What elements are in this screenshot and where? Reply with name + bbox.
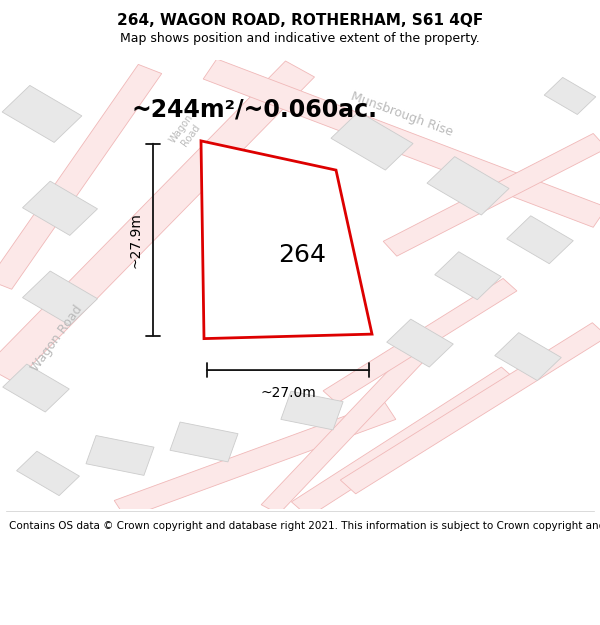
Polygon shape xyxy=(203,59,600,228)
Polygon shape xyxy=(2,86,82,142)
Polygon shape xyxy=(435,252,501,299)
Polygon shape xyxy=(170,422,238,462)
Polygon shape xyxy=(215,204,289,258)
Text: 264: 264 xyxy=(278,243,326,267)
Polygon shape xyxy=(23,181,97,236)
Text: Wagon Road: Wagon Road xyxy=(29,303,85,374)
Polygon shape xyxy=(3,364,69,412)
Polygon shape xyxy=(261,334,441,514)
Polygon shape xyxy=(427,157,509,215)
Polygon shape xyxy=(387,319,453,367)
Polygon shape xyxy=(0,64,162,289)
Text: Munsbrough Rise: Munsbrough Rise xyxy=(349,89,455,139)
Polygon shape xyxy=(0,61,314,382)
Polygon shape xyxy=(495,332,561,381)
Text: ~27.9m: ~27.9m xyxy=(128,212,142,268)
Polygon shape xyxy=(340,322,600,494)
Text: Contains OS data © Crown copyright and database right 2021. This information is : Contains OS data © Crown copyright and d… xyxy=(9,521,600,531)
Text: 264, WAGON ROAD, ROTHERHAM, S61 4QF: 264, WAGON ROAD, ROTHERHAM, S61 4QF xyxy=(117,13,483,28)
Polygon shape xyxy=(217,282,287,332)
Polygon shape xyxy=(323,279,517,403)
Polygon shape xyxy=(201,141,372,339)
Polygon shape xyxy=(544,78,596,114)
Polygon shape xyxy=(114,402,396,518)
Polygon shape xyxy=(292,367,518,517)
Polygon shape xyxy=(383,134,600,256)
Polygon shape xyxy=(331,112,413,170)
Polygon shape xyxy=(86,436,154,476)
Polygon shape xyxy=(17,451,79,496)
Text: Map shows position and indicative extent of the property.: Map shows position and indicative extent… xyxy=(120,32,480,45)
Polygon shape xyxy=(23,271,97,325)
Text: Wagon
Road: Wagon Road xyxy=(167,112,205,152)
Polygon shape xyxy=(507,216,573,264)
Polygon shape xyxy=(281,391,343,430)
Text: ~244m²/~0.060ac.: ~244m²/~0.060ac. xyxy=(132,98,378,121)
Text: ~27.0m: ~27.0m xyxy=(260,386,316,400)
